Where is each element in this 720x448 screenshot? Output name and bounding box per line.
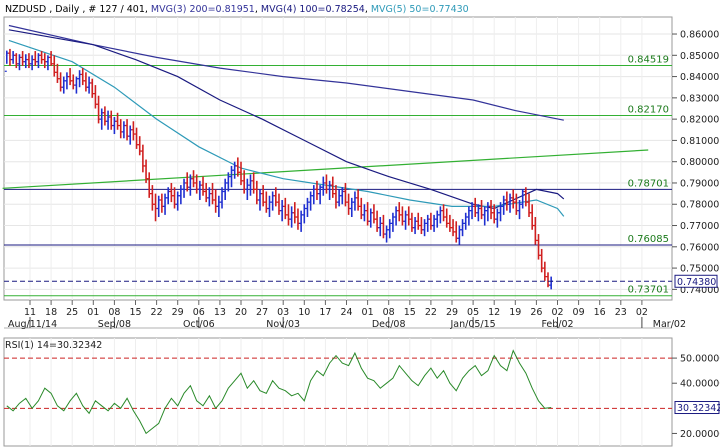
current-price-label: 0.74380 [677,277,716,288]
time-axis-month-label: Oct/06 [183,319,215,330]
time-axis-month-label: Feb/02 [541,319,573,330]
time-axis-day-label: 22 [425,307,437,318]
time-axis-day-label: 02 [551,307,563,318]
time-axis-month-label: Sep/08 [98,319,131,330]
rsi-panel[interactable] [3,337,673,447]
time-axis-day-label: 03 [277,307,289,318]
rsi-title: RSI(1) 14=30.32342 [5,340,102,351]
horizontal-level-label: 0.82170 [628,105,669,116]
trendline[interactable] [2,149,649,189]
time-axis-day-label: 20 [235,307,247,318]
chart-title-part: MVG(4) 100=0.78254 [261,4,365,15]
time-axis-day-label: 15 [129,307,141,318]
chart-title-part: MVG(3) 200=0.81951 [151,4,255,15]
price-axis-label: 0.83000 [680,93,719,104]
price-panel[interactable] [3,16,673,301]
time-axis-day-label: 29 [446,307,458,318]
time-axis-day-label: 12 [488,307,500,318]
rsi-current-label: 30.32342 [677,403,720,414]
horizontal-level-label: 0.78701 [628,178,669,189]
time-axis-day-label: 01 [87,307,99,318]
time-axis-day-label: 19 [509,307,521,318]
chart-title-part: , [365,4,371,15]
time-axis-day-label: 08 [383,307,395,318]
horizontal-level-label: 0.76085 [628,234,669,245]
time-axis-day-label: 01 [362,307,374,318]
time-axis-day-label: 25 [66,307,78,318]
moving-average-line[interactable] [8,24,564,121]
time-axis-day-label: 16 [594,307,606,318]
chart-title-part: , [255,4,261,15]
time-axis-day-label: 26 [530,307,542,318]
time-axis-month-label: Jan/05/15 [449,319,495,330]
time-axis-month-label: Mar/02 [653,319,686,330]
time-axis-day-label: 13 [214,307,226,318]
time-axis-day-label: 29 [172,307,184,318]
price-axis-label: 0.77000 [680,221,719,232]
time-axis-month-label: Aug/11/14 [8,319,57,330]
price-axis-label: 0.78000 [680,200,719,211]
time-axis-day-label: 23 [615,307,627,318]
time-axis-day-label: 17 [319,307,331,318]
time-axis-day-label: 09 [573,307,585,318]
price-axis-label: 0.79000 [680,178,719,189]
time-axis-day-label: 24 [340,307,352,318]
rsi-current-badge [674,401,720,415]
time-axis-day-label: 05 [467,307,479,318]
time-axis-day-label: 11 [24,307,36,318]
price-axis-label: 0.82000 [680,115,719,126]
current-price-badge [674,274,718,288]
time-axis-day-label: 10 [298,307,310,318]
chart-title-part: NZDUSD , Daily , # 127 / 401, [5,4,151,15]
price-axis-label: 0.86000 [680,30,719,41]
price-axis-label: 0.84000 [680,72,719,83]
horizontal-level-label: 0.84519 [628,55,669,66]
price-axis-label: 0.80000 [680,157,719,168]
time-axis-day-label: 18 [45,307,57,318]
time-axis-day-label: 27 [256,307,268,318]
price-axis-label: 0.75000 [680,264,719,275]
time-axis-day-label: 15 [404,307,416,318]
price-axis-label: 0.81000 [680,136,719,147]
chart-title: NZDUSD , Daily , # 127 / 401, MVG(3) 200… [5,4,469,15]
horizontal-level-label: 0.73701 [628,285,669,296]
rsi-line[interactable] [6,349,552,435]
time-axis-day-label: 22 [151,307,163,318]
price-axis-label: 0.85000 [680,51,719,62]
time-axis-day-label: 06 [193,307,205,318]
time-axis-day-label: 02 [636,307,648,318]
time-axis-month-label: Dec/08 [372,319,406,330]
time-axis-day-label: 08 [108,307,120,318]
price-axis-label: 0.76000 [680,242,719,253]
time-axis-month-label: Nov/03 [266,319,300,330]
chart-title-part: MVG(5) 50=0.77430 [371,4,469,15]
price-axis-label: 0.74000 [680,285,719,296]
